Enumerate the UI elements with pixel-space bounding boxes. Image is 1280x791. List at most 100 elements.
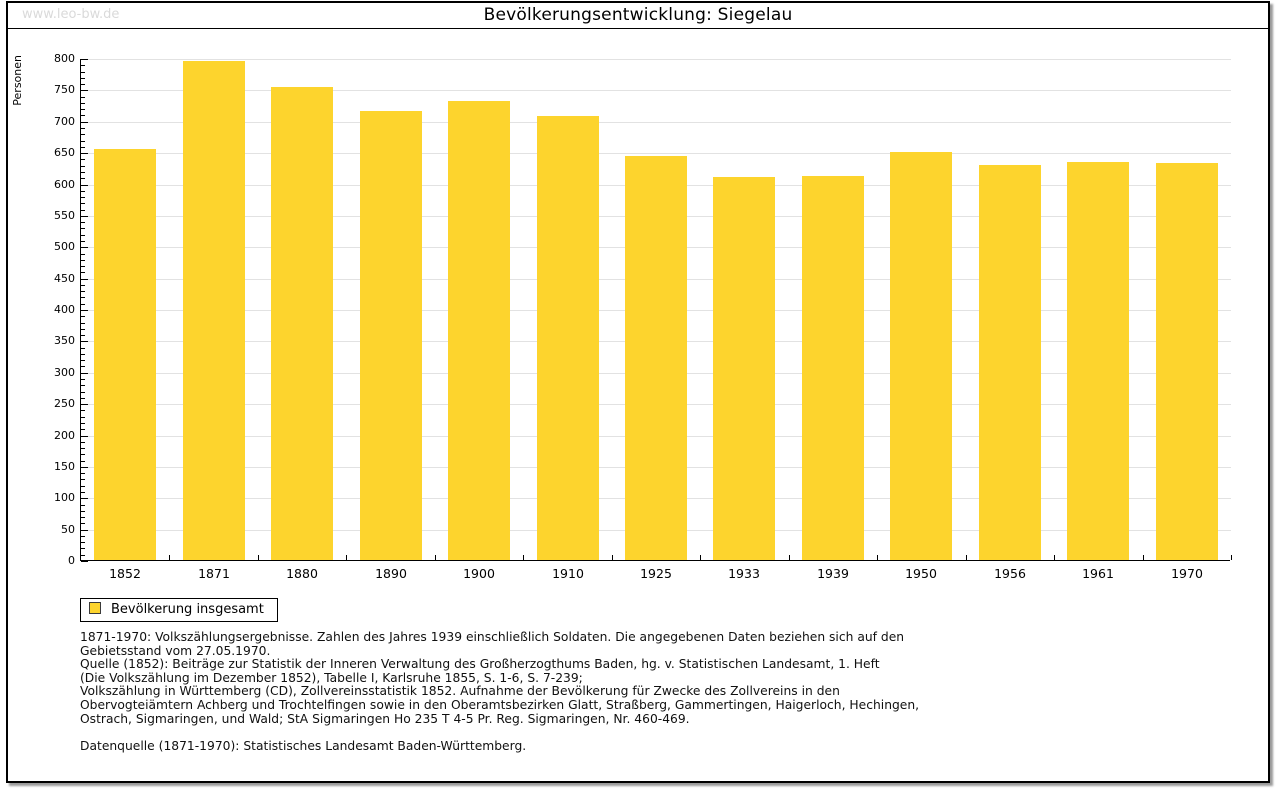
y-tick-label: 600 [54,178,75,191]
y-minor-tick [81,97,85,98]
bar-1939 [802,176,864,560]
y-minor-tick [81,191,85,192]
y-minor-tick [81,316,85,317]
x-tick-label: 1956 [994,566,1026,581]
x-category-tick [966,555,967,560]
y-tick-label: 300 [54,366,75,379]
watermark: www.leo-bw.de [22,7,120,22]
y-minor-tick [81,360,85,361]
bar-1970 [1156,163,1218,560]
x-category-tick [169,555,170,560]
y-minor-tick [81,536,85,537]
x-category-tick [700,555,701,560]
x-tick-label: 1910 [552,566,584,581]
y-minor-tick [81,548,85,549]
y-minor-tick [81,323,85,324]
y-minor-tick [81,392,85,393]
y-minor-tick [81,454,85,455]
x-category-tick [1054,555,1055,560]
y-minor-tick [81,210,85,211]
y-axis-label: Personen [11,55,24,106]
bar-1925 [625,156,687,560]
bar-chart-plot: 0 50 100 150 200 250 300 350 400 450 500 550 600 650 7… [54,52,1232,581]
chart-window: www.leo-bw.de Bevölkerungsentwicklung: S… [6,1,1270,783]
y-minor-tick [81,423,85,424]
x-tick-label: 1939 [817,566,849,581]
y-minor-tick [81,385,85,386]
y-tick-label: 450 [54,272,75,285]
y-minor-tick [81,222,85,223]
y-minor-tick [81,166,85,167]
y-minor-tick [81,178,85,179]
chart-title: Bevölkerungsentwicklung: Siegelau [483,5,793,25]
bar-1890 [360,111,422,560]
bar-1956 [979,165,1041,560]
y-major-tick [81,436,88,437]
y-minor-tick [81,72,85,73]
x-category-tick [1231,555,1232,560]
y-minor-tick [81,442,85,443]
y-minor-tick [81,379,85,380]
y-minor-tick [81,266,85,267]
bar-1933 [713,177,775,560]
y-minor-tick [81,159,85,160]
y-minor-tick [81,517,85,518]
x-category-tick [258,555,259,560]
y-minor-tick [81,272,85,273]
y-minor-tick [81,103,85,104]
bar-1871 [183,61,245,560]
y-minor-tick [81,241,85,242]
y-major-tick [81,467,88,468]
footnote-line: Obervogteiämtern Achberg und Trochtelfin… [80,697,920,712]
y-minor-tick [81,304,85,305]
y-major-tick [81,90,88,91]
y-minor-tick [81,260,85,261]
legend: Bevölkerung insgesamt [80,598,278,622]
y-minor-tick [81,461,85,462]
x-tick-label: 1970 [1171,566,1203,581]
x-category-tick [1143,555,1144,560]
y-minor-tick [81,228,85,229]
x-category-tick [346,555,347,560]
y-minor-tick [81,78,85,79]
datasource-line: Datenquelle (1871-1970): Statistisches L… [80,739,527,753]
y-minor-tick [81,492,85,493]
x-category-tick [612,555,613,560]
gridline [81,59,1231,60]
x-category-tick [789,555,790,560]
y-minor-tick [81,134,85,135]
y-tick-label: 200 [54,429,75,442]
y-minor-tick [81,254,85,255]
y-major-tick [81,498,88,499]
y-minor-tick [81,109,85,110]
footnote-line: (Die Volkszählung im Dezember 1852), Tab… [80,670,583,685]
footnotes: 1871-1970: Volkszählungsergebnisse. Zahl… [80,630,920,726]
x-tick-label: 1880 [286,566,318,581]
y-major-tick [81,373,88,374]
y-minor-tick [81,147,85,148]
bar-1900 [448,101,510,560]
y-minor-tick [81,410,85,411]
x-tick-label: 1961 [1082,566,1114,581]
y-tick-label: 650 [54,146,75,159]
bar-1961 [1067,162,1129,560]
y-tick-label: 250 [54,397,75,410]
y-minor-tick [81,197,85,198]
y-major-tick [81,404,88,405]
y-tick-label: 750 [54,83,75,96]
bar-1910 [537,116,599,560]
footnote-line: Ostrach, Sigmaringen, und Wald; StA Sigm… [80,711,690,726]
y-minor-tick [81,398,85,399]
y-major-tick [81,185,88,186]
x-category-tick [877,555,878,560]
x-tick-label: 1871 [198,566,230,581]
y-minor-tick [81,542,85,543]
y-tick-label: 0 [68,554,75,567]
bar-1852 [94,149,156,560]
gridline [81,90,1231,91]
y-minor-tick [81,555,85,556]
y-minor-tick [81,429,85,430]
footnote-line: 1871-1970: Volkszählungsergebnisse. Zahl… [80,630,905,644]
y-major-tick [81,122,88,123]
y-major-tick [81,341,88,342]
